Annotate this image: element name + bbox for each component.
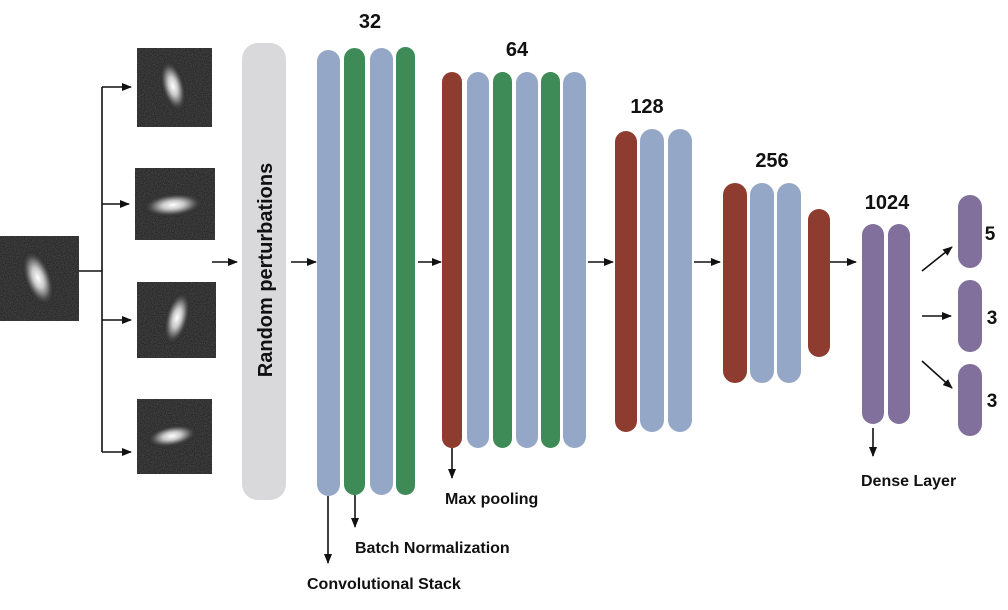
conv-layer bbox=[750, 183, 774, 383]
batch-norm-layer bbox=[541, 72, 560, 448]
batch-norm-layer bbox=[396, 47, 415, 495]
augmented-galaxy-image-4 bbox=[137, 399, 212, 474]
conv-layer bbox=[777, 183, 801, 383]
output-size-3: 3 bbox=[987, 391, 998, 412]
conv-layer bbox=[516, 72, 538, 448]
random-perturbations-block bbox=[242, 43, 286, 500]
augmented-galaxy-image-3 bbox=[137, 282, 216, 358]
dense-layer bbox=[888, 224, 910, 424]
random-perturbations-label: Random perturbations bbox=[255, 163, 277, 377]
annotation-arrows bbox=[324, 428, 877, 564]
conv-layer bbox=[640, 129, 664, 432]
filter-count-128: 128 bbox=[630, 96, 663, 118]
output-size-2: 3 bbox=[987, 308, 998, 329]
dense-layer bbox=[862, 224, 884, 424]
augmented-galaxy-image-1 bbox=[137, 48, 212, 127]
max-pool-layer bbox=[723, 183, 747, 383]
max-pool-layer bbox=[808, 209, 830, 357]
output-size-1: 5 bbox=[985, 224, 996, 245]
output-heads bbox=[958, 195, 982, 436]
output-head-1 bbox=[958, 195, 982, 268]
output-head-3 bbox=[958, 364, 982, 436]
conv-block-32 bbox=[317, 47, 415, 496]
batch-normalization-label: Batch Normalization bbox=[355, 540, 510, 557]
output-head-2 bbox=[958, 280, 982, 352]
output-arrows bbox=[921, 246, 953, 389]
dense-block bbox=[862, 224, 910, 424]
filter-count-256: 256 bbox=[755, 150, 788, 172]
augmented-galaxy-image-2 bbox=[135, 168, 215, 240]
conv-layer bbox=[668, 129, 692, 432]
input-galaxy-image bbox=[0, 236, 79, 321]
filter-count-64: 64 bbox=[506, 39, 529, 61]
conv-block-128 bbox=[615, 129, 692, 432]
dense-layer-label: Dense Layer bbox=[861, 473, 956, 490]
conv-layer bbox=[563, 72, 586, 448]
batch-norm-layer bbox=[344, 48, 365, 495]
max-pool-layer bbox=[615, 131, 637, 432]
dense-unit-count: 1024 bbox=[865, 192, 910, 214]
filter-count-32: 32 bbox=[359, 11, 381, 33]
max-pool-layer bbox=[442, 72, 462, 448]
conv-layer bbox=[370, 48, 393, 495]
conv-block-256 bbox=[723, 183, 830, 383]
conv-block-64 bbox=[442, 72, 586, 448]
input-branch-arrows bbox=[79, 83, 132, 456]
batch-norm-layer bbox=[493, 72, 512, 448]
max-pooling-label: Max pooling bbox=[445, 491, 538, 508]
convolutional-stack-label: Convolutional Stack bbox=[307, 576, 461, 593]
conv-layer bbox=[317, 50, 340, 496]
conv-layer bbox=[467, 72, 489, 448]
